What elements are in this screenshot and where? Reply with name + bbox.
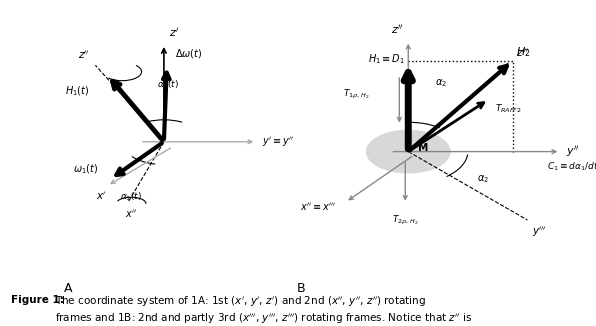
Text: B: B — [297, 282, 305, 295]
Ellipse shape — [367, 130, 450, 173]
Text: $\mathbf{M}$: $\mathbf{M}$ — [417, 141, 429, 153]
Text: $\alpha_1(t)$: $\alpha_1(t)$ — [157, 79, 179, 91]
Text: A: A — [64, 282, 73, 295]
Text: $\omega_1(t)$: $\omega_1(t)$ — [73, 163, 98, 176]
Text: $T_{1\rho,\, H_2}$: $T_{1\rho,\, H_2}$ — [343, 88, 370, 101]
Text: $z''$: $z''$ — [391, 23, 403, 36]
Text: Figure 1:: Figure 1: — [11, 295, 64, 305]
Text: $H_1(t)$: $H_1(t)$ — [65, 84, 89, 98]
Text: $T_{2\rho,\, H_2}$: $T_{2\rho,\, H_2}$ — [392, 214, 419, 227]
Text: $H_2$: $H_2$ — [516, 46, 530, 59]
Text: $y''$: $y''$ — [566, 144, 580, 159]
Text: $\alpha_2$: $\alpha_2$ — [477, 173, 489, 185]
Text: $\Delta\omega(t)$: $\Delta\omega(t)$ — [175, 47, 202, 60]
Text: $C_1 \equiv d\alpha_1/dt$: $C_1 \equiv d\alpha_1/dt$ — [547, 161, 596, 173]
Text: $z''$: $z''$ — [77, 49, 89, 61]
Text: $\alpha_1(t)$: $\alpha_1(t)$ — [120, 191, 142, 203]
Text: $y' \equiv y''$: $y' \equiv y''$ — [262, 135, 295, 149]
Text: The coordinate system of 1A: 1st ($x'$, $y'$, $z'$) and 2nd ($x''$, $y''$, $z''$: The coordinate system of 1A: 1st ($x'$, … — [55, 295, 472, 326]
Text: $T_{RAFF2}$: $T_{RAFF2}$ — [495, 103, 522, 115]
Text: $y'''$: $y'''$ — [532, 225, 547, 239]
Text: $x'$: $x'$ — [96, 190, 107, 202]
Text: $z'$: $z'$ — [169, 26, 179, 39]
Text: $z'''$: $z'''$ — [516, 46, 529, 59]
Text: $\alpha_2$: $\alpha_2$ — [435, 77, 447, 89]
Text: $x'' \equiv x'''$: $x'' \equiv x'''$ — [300, 201, 337, 213]
Text: $x''$: $x''$ — [125, 209, 137, 220]
Text: $H_1 \equiv D_1$: $H_1 \equiv D_1$ — [368, 52, 405, 66]
